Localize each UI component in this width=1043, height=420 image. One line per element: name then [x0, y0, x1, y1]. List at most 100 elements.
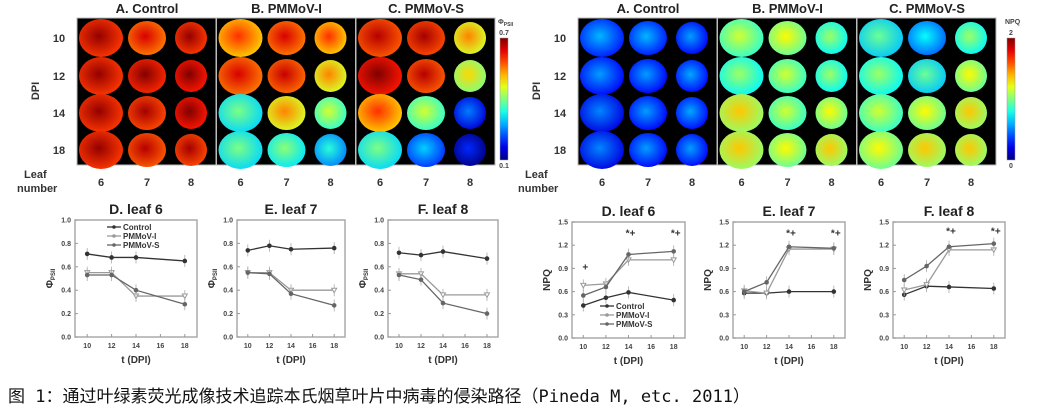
dpi-row-label: 14 [53, 108, 66, 120]
y-tick-label: 1.5 [558, 220, 568, 227]
leaf-image [768, 96, 807, 130]
legend-entry: Control [616, 302, 644, 311]
y-axis-label-subscript: PSII [213, 268, 219, 280]
y-tick-label: 0.6 [374, 264, 384, 271]
leaf-image [580, 57, 624, 95]
image-panel-npq: A. Control 6 7 8 B. PMMoV-I 6 7 8 C. PMMoV-S 6 7 8 1… [518, 1, 1021, 195]
leaf-number-label-line1: Leaf [525, 169, 548, 181]
leaf-image [128, 21, 166, 55]
leaf-image [859, 57, 903, 95]
y-axis-label-symbol: Φ [207, 280, 218, 288]
y-axis-label: ΦPSII [45, 268, 57, 288]
data-point [181, 293, 189, 300]
leaf-image [815, 97, 848, 129]
data-point [182, 258, 188, 264]
leaf-number-label: 6 [377, 177, 383, 189]
y-tick-label: 0.0 [374, 335, 384, 342]
y-tick-label: 0.2 [374, 311, 384, 318]
leaf-image [314, 22, 347, 54]
y-tick-label: 0.3 [558, 312, 568, 319]
y-tick-label: 0.8 [374, 241, 384, 248]
leaf-image [407, 133, 445, 167]
y-axis-label-symbol: NPQ [542, 269, 553, 291]
x-axis-label: t (DPI) [614, 356, 643, 367]
leaf-number-label: 7 [784, 177, 790, 189]
leaf-image [815, 22, 848, 54]
x-tick-label: 12 [923, 344, 931, 351]
x-tick-label: 14 [945, 344, 953, 351]
line-chart-6: F. leaf 8 0.0 0.3 0.6 0.9 1.2 1.5 10 12 14 16 18 t (… [863, 203, 1006, 367]
y-tick-label: 1.0 [374, 218, 384, 225]
leaf-image [454, 97, 486, 129]
data-point [671, 297, 676, 303]
x-tick-label: 10 [740, 344, 748, 351]
y-tick-label: 1.0 [223, 218, 233, 225]
data-point [182, 301, 188, 307]
leaf-number-label-line2: number [17, 183, 58, 195]
y-axis-label: NPQ [542, 269, 553, 291]
plot-area [571, 221, 686, 339]
image-group-title: A. Control [617, 1, 680, 16]
leaf-image [859, 94, 903, 132]
leaf-number-label-line1: Leaf [24, 169, 47, 181]
data-point [946, 284, 952, 290]
colorbar-max: 0.7 [499, 30, 509, 37]
leaf-image [676, 97, 708, 129]
leaf-image [358, 57, 402, 95]
data-point [763, 290, 770, 297]
colorbar-max: 2 [1009, 30, 1013, 37]
data-point [245, 248, 251, 253]
leaf-image [908, 96, 946, 130]
significance-marker: *+ [786, 229, 796, 240]
data-point [396, 272, 402, 278]
x-tick-label: 14 [785, 344, 793, 351]
line-chart-1: D. leaf 6 0.0 0.2 0.4 0.6 0.8 1.0 10 12 14 16 18 t (… [45, 201, 198, 366]
chart-title: D. leaf 6 [602, 203, 656, 219]
dpi-axis-label: DPI [30, 82, 42, 100]
x-tick-label: 18 [483, 343, 491, 350]
chart-title: F. leaf 8 [418, 201, 469, 217]
image-panel-phipsii: A. Control 6 7 8 B. PMMoV-I 6 7 8 C. PMMoV-S 6 7 8 1… [17, 1, 514, 195]
y-axis-label-subscript: PSII [51, 268, 57, 280]
leaf-image [955, 134, 987, 166]
y-tick-label: 0.6 [558, 289, 568, 296]
leaf-number-label-line2: number [518, 183, 559, 195]
y-tick-label: 0.6 [719, 289, 729, 296]
x-tick-label: 14 [625, 344, 633, 351]
x-tick-label: 18 [830, 344, 838, 351]
leaf-image [859, 19, 903, 57]
leaf-image [218, 131, 263, 169]
y-axis-label: ΦPSII [207, 268, 219, 288]
y-tick-label: 1.2 [879, 243, 889, 250]
leaf-image [128, 133, 166, 167]
leaf-image [358, 19, 402, 57]
data-point [133, 255, 139, 260]
line-chart-5: E. leaf 7 0.0 0.3 0.6 0.9 1.2 1.5 10 12 14 16 18 t (… [703, 203, 846, 367]
data-point [923, 282, 930, 289]
data-point [483, 292, 491, 299]
leaf-image [218, 94, 263, 132]
y-axis-label-symbol: NPQ [863, 269, 874, 291]
legend-entry: PMMoV-S [616, 320, 653, 329]
x-tick-label: 12 [108, 343, 116, 350]
leaf-image [676, 134, 708, 166]
y-axis-label: ΦPSII [358, 268, 370, 288]
y-tick-label: 0.6 [61, 264, 71, 271]
series-line-pmmov-s [583, 250, 674, 297]
leaf-image [580, 19, 624, 57]
y-tick-label: 0.0 [558, 336, 568, 343]
data-point [440, 249, 446, 254]
y-tick-label: 0.3 [879, 312, 889, 319]
leaf-image [407, 59, 445, 93]
y-axis-label: NPQ [863, 269, 874, 291]
series-line-pmmov-s [398, 274, 488, 315]
series-line-control [903, 285, 994, 296]
series-line-pmmov-s [903, 243, 994, 281]
x-tick-label: 12 [602, 344, 610, 351]
leaf-image [128, 96, 166, 130]
y-tick-label: 0.6 [223, 264, 233, 271]
leaf-image [768, 21, 807, 55]
y-tick-label: 1.2 [719, 243, 729, 250]
x-tick-label: 10 [900, 344, 908, 351]
y-tick-label: 0.8 [61, 241, 71, 248]
